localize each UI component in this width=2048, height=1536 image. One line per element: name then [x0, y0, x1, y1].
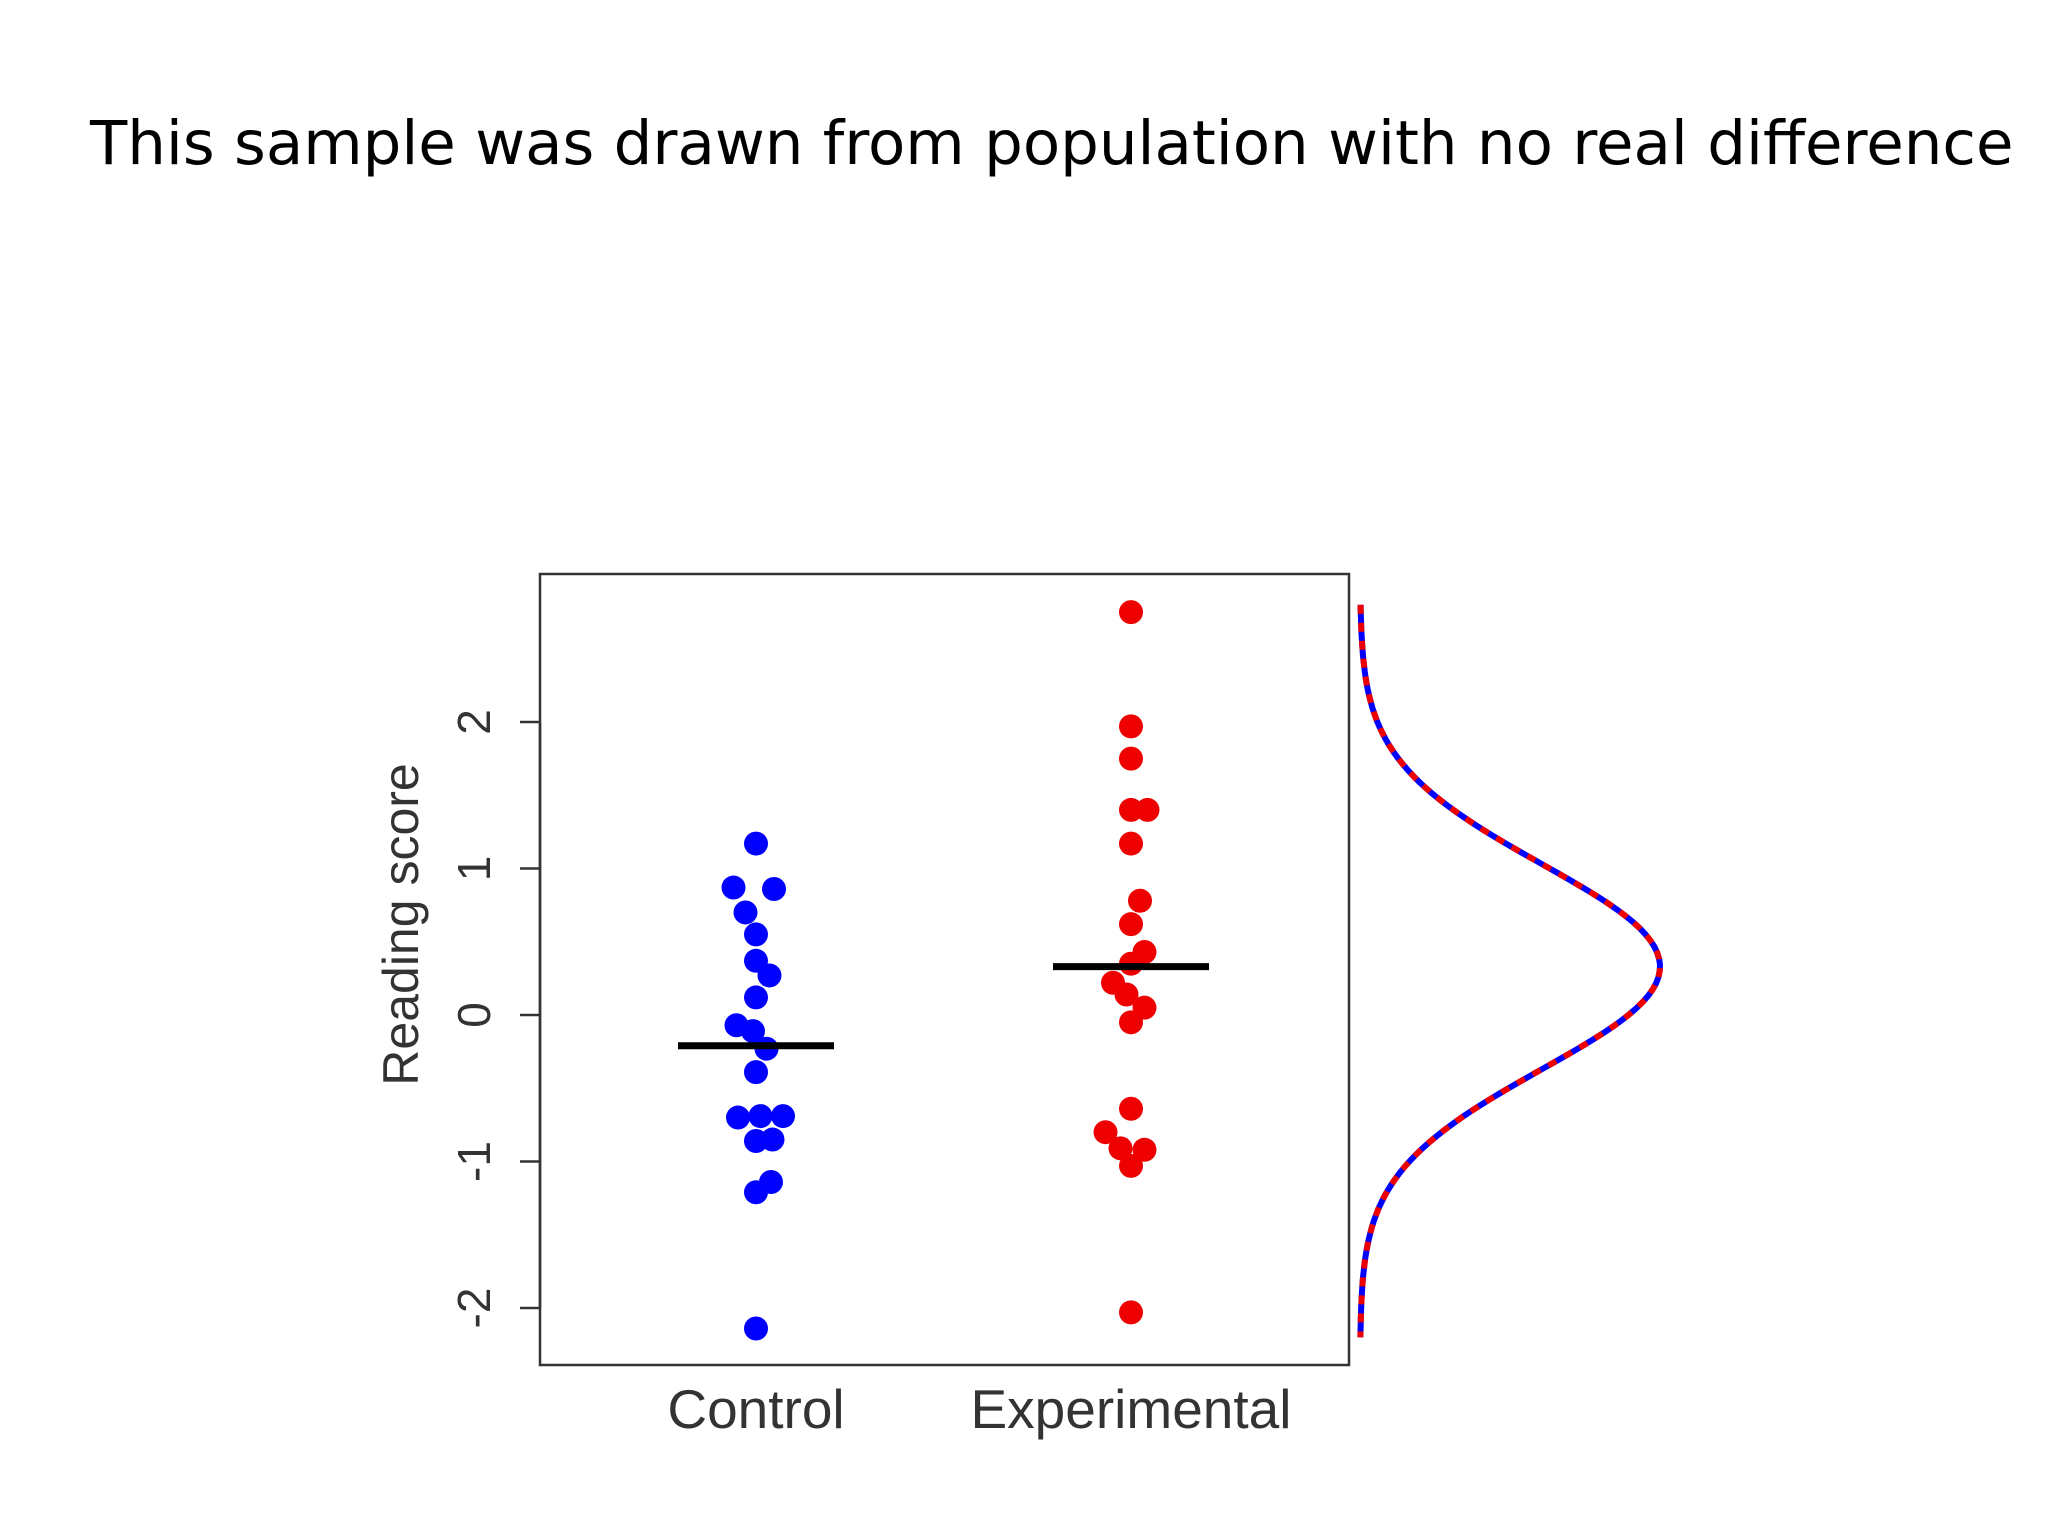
data-point — [744, 985, 768, 1010]
data-point — [760, 1127, 785, 1152]
density-curve-layer — [1357, 604, 1664, 1338]
data-point — [1119, 797, 1143, 822]
data-point — [1119, 600, 1143, 625]
slide-title: This sample was drawn from population wi… — [90, 108, 2014, 179]
mean-layer — [678, 963, 1209, 1050]
data-point — [744, 922, 768, 947]
data-point — [771, 1104, 795, 1129]
data-point — [1119, 746, 1143, 771]
density-curve-red — [1357, 604, 1664, 1338]
data-point — [748, 1104, 773, 1129]
data-point — [1119, 1300, 1143, 1325]
data-point — [744, 831, 768, 856]
data-point — [1108, 1136, 1133, 1161]
y-tick-label: -1 — [448, 1141, 500, 1182]
data-point — [1119, 714, 1143, 739]
data-point — [757, 963, 782, 988]
points-layer — [721, 600, 1160, 1341]
data-point — [1119, 1096, 1143, 1121]
data-point — [726, 1105, 750, 1130]
y-tick-label: 1 — [448, 856, 500, 882]
data-point — [733, 900, 758, 925]
data-point — [1119, 1010, 1143, 1035]
data-point — [1119, 1153, 1143, 1178]
data-point — [1093, 1120, 1118, 1145]
data-point — [1132, 1137, 1157, 1162]
data-point — [741, 1019, 765, 1044]
y-axis-title: Reading score — [373, 763, 429, 1085]
data-point — [1114, 982, 1139, 1007]
data-point — [1128, 888, 1152, 913]
data-point — [1119, 912, 1143, 937]
y-tick-label: 0 — [448, 1002, 500, 1028]
x-category-label: Control — [667, 1378, 844, 1440]
data-point — [721, 875, 746, 900]
data-point — [1135, 797, 1160, 822]
x-category-label: Experimental — [971, 1378, 1292, 1440]
data-point — [1119, 831, 1143, 856]
data-point — [744, 1060, 768, 1085]
data-point — [762, 877, 786, 902]
y-tick-label: 2 — [448, 709, 500, 735]
y-tick-label: -2 — [448, 1288, 500, 1329]
data-point — [744, 1180, 768, 1205]
axis-layer: -2 -1 0 1 2 Reading score Control Experimental — [373, 572, 1351, 1440]
plot-frame — [538, 572, 1351, 1367]
data-point — [744, 1316, 768, 1341]
density-curve-blue — [1357, 604, 1664, 1338]
